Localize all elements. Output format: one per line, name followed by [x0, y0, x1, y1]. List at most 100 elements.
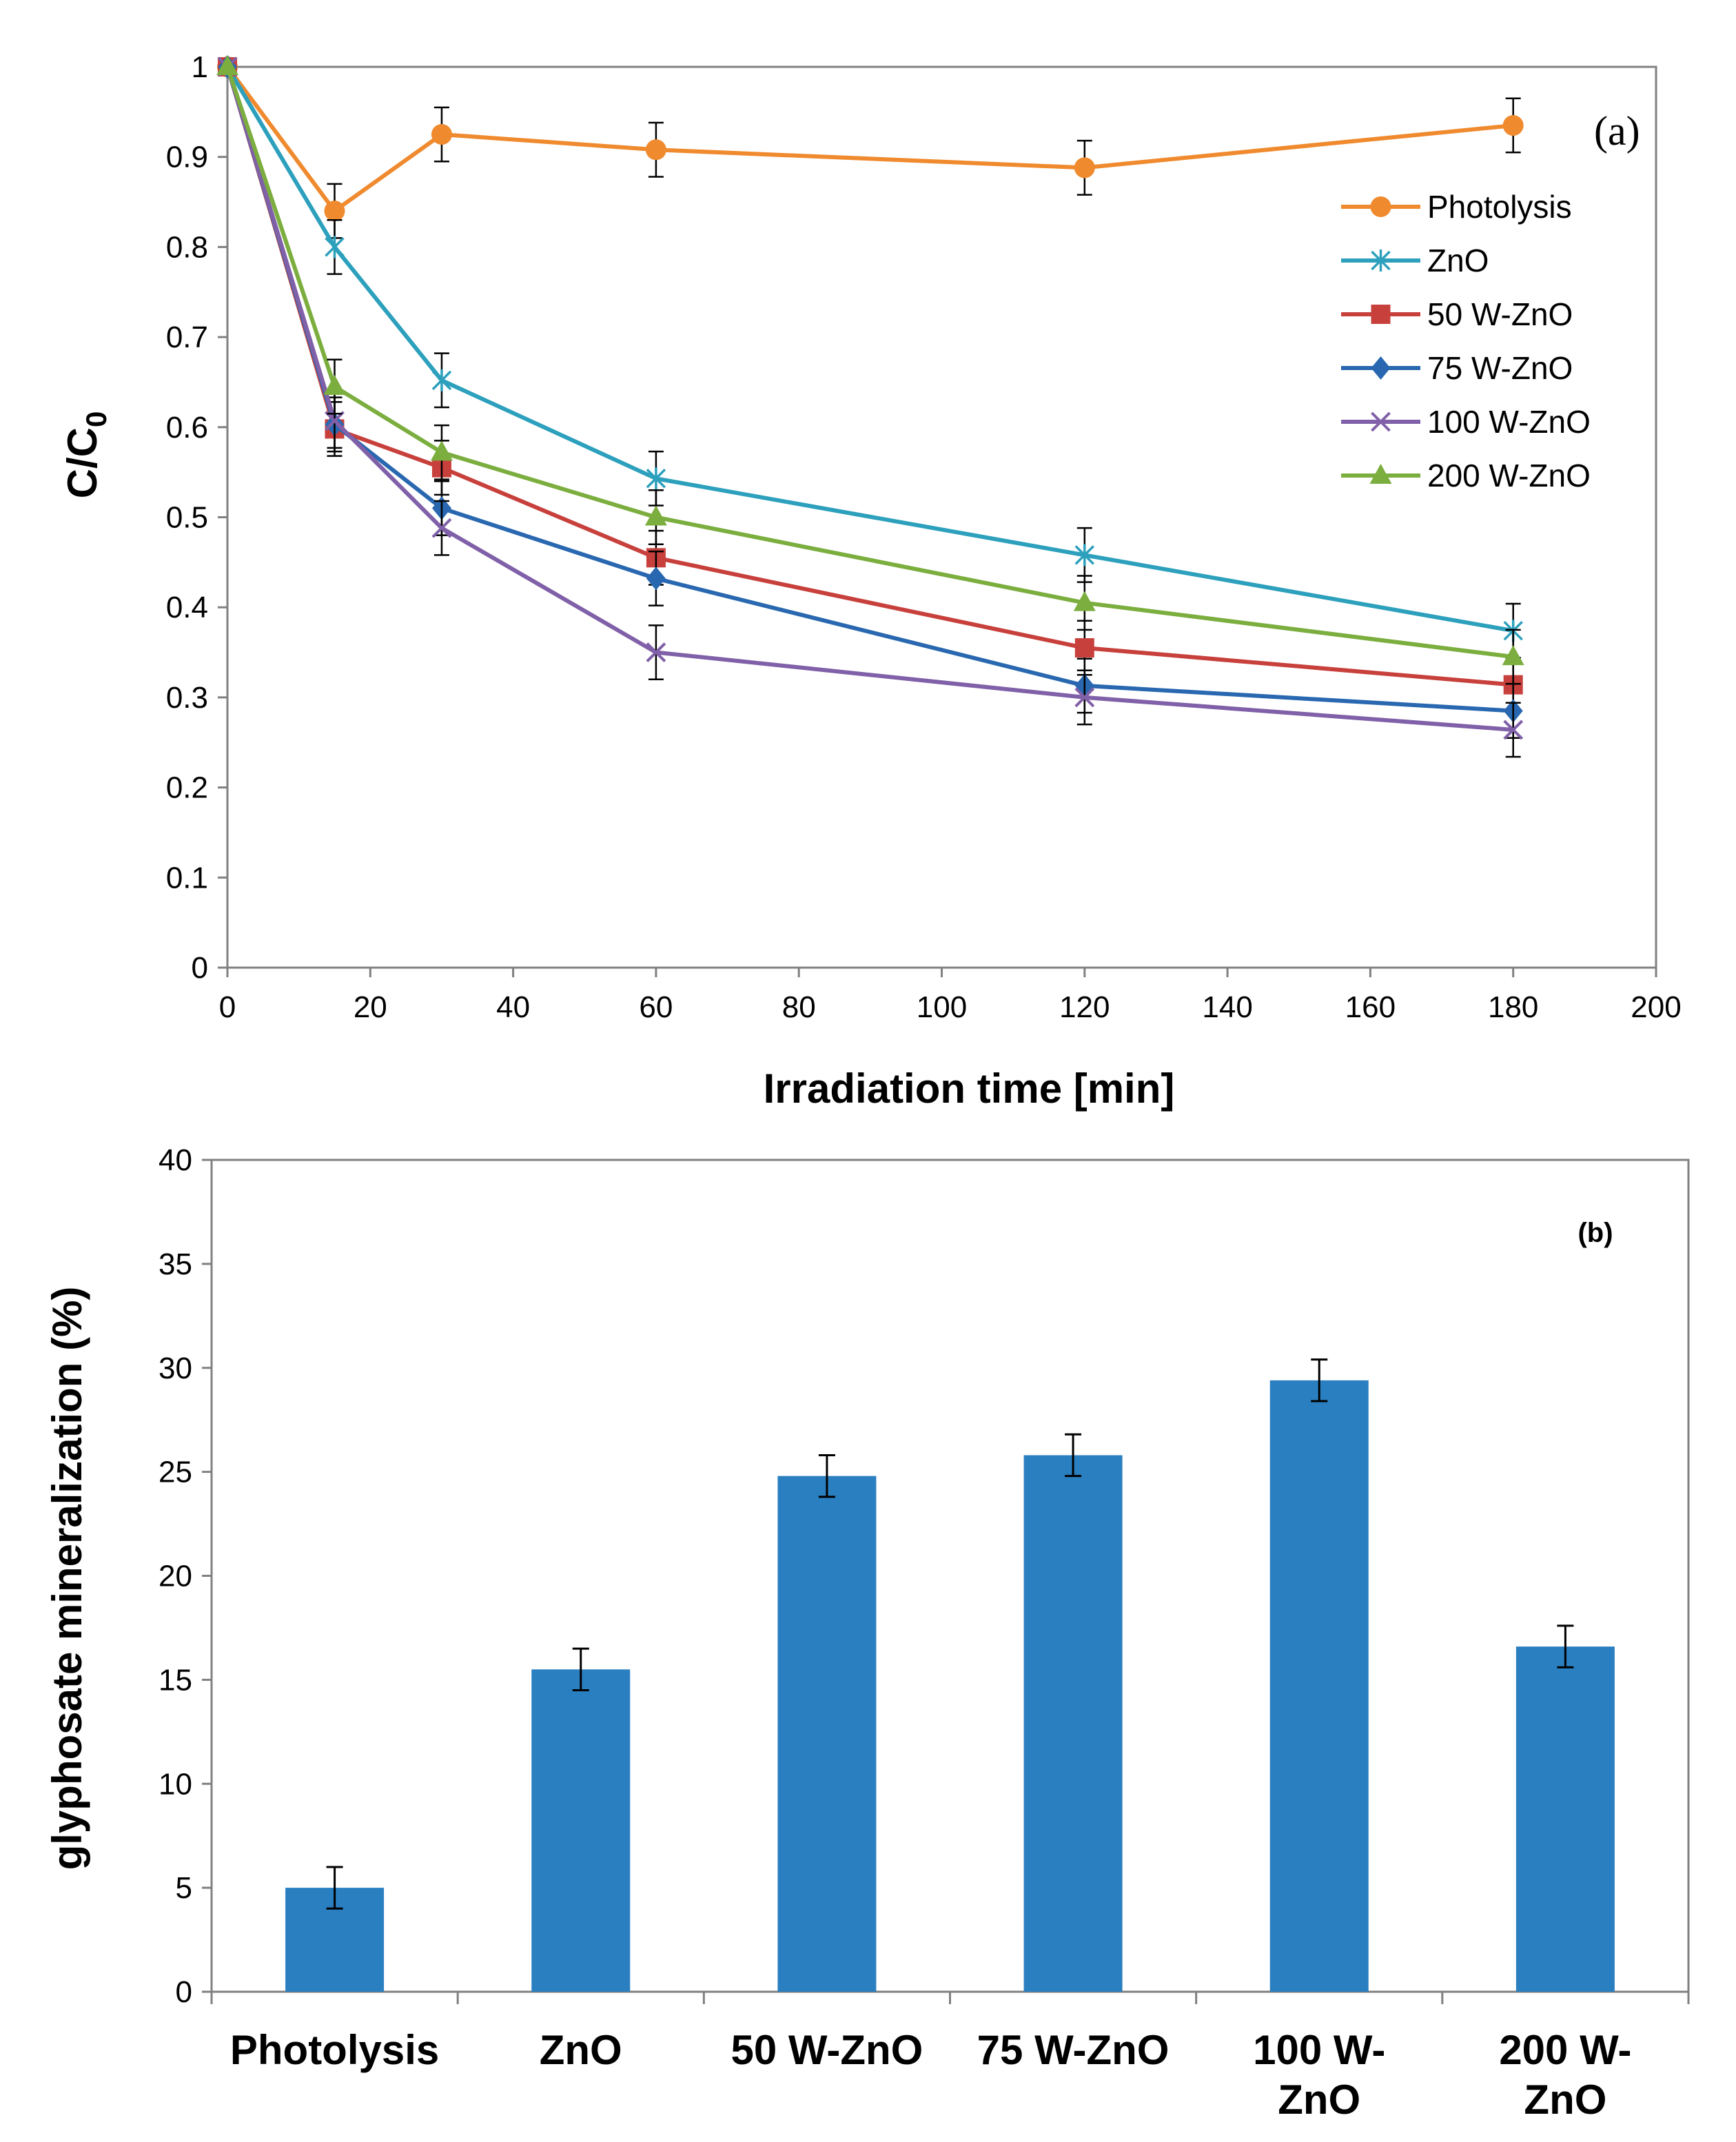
series-line	[225, 66, 1514, 660]
legend-marker	[1371, 305, 1391, 324]
bar	[531, 1669, 631, 1992]
y-axis-ticks-b: 0 5 10 15 20 25 30 35 40	[159, 1143, 212, 2009]
series-group-a	[216, 55, 1524, 758]
legend-marker	[1371, 249, 1391, 272]
x-category-line: 100 W-	[1253, 2027, 1385, 2073]
legend-label: 75 W-ZnO	[1427, 350, 1573, 386]
data-point	[1502, 645, 1524, 666]
data-point	[216, 55, 238, 75]
y-tick-label-a: 0.4	[166, 591, 208, 624]
y-tick-label-b: 30	[159, 1352, 192, 1385]
legend-item: Photolysis	[1341, 189, 1572, 225]
x-axis-ticks-a: 0 20 40 60 80 100 120 140 160 180 200	[219, 968, 1682, 1024]
x-tick-label-a: 60	[639, 990, 673, 1024]
data-point	[646, 567, 666, 591]
y-tick-label-b: 40	[159, 1143, 192, 1177]
x-category-label: 100 W-ZnO	[1253, 2027, 1385, 2123]
y-tick-label-a: 0.2	[166, 771, 208, 805]
x-category-label: Photolysis	[230, 2027, 439, 2073]
x-tick-label-a: 80	[782, 990, 816, 1024]
legend-item: ZnO	[1341, 243, 1489, 278]
y-tick-label-b: 35	[159, 1247, 192, 1281]
legend-item: 100 W-ZnO	[1341, 404, 1591, 440]
legend-marker	[1370, 196, 1391, 217]
series-200-w-zno	[216, 55, 1524, 685]
series-photolysis	[217, 57, 1524, 239]
y-tick-label-b: 10	[159, 1767, 192, 1801]
data-point	[1503, 720, 1524, 740]
x-category-line: 75 W-ZnO	[977, 2027, 1170, 2073]
marker-stroke	[325, 411, 345, 431]
legend-item: 50 W-ZnO	[1341, 296, 1573, 332]
bars-b	[285, 1358, 1615, 1992]
marker-stroke	[1503, 720, 1524, 740]
x-tick-label-a: 140	[1202, 990, 1252, 1024]
series-line	[225, 66, 1513, 732]
legend-marker	[1369, 464, 1392, 484]
data-point	[431, 369, 452, 391]
plot-area-b	[210, 1159, 1690, 1993]
y-axis-title-b: glyphosate mineralization (%)	[44, 1287, 90, 1870]
y-tick-label-a: 0.3	[166, 681, 208, 715]
legend-a: Photolysis ZnO 50 W-ZnO 75 W-ZnO 100 W-ZnO 20…	[1341, 189, 1591, 493]
marker-stroke	[431, 518, 452, 538]
x-tick-label-a: 20	[354, 990, 387, 1024]
data-point	[430, 440, 453, 461]
data-point	[431, 518, 452, 538]
line-chart-a: 0 0.1 0.2 0.3 0.4 0.5 0.6 0.7 0.8 0.9 1 0 20 40 60 80 1…	[59, 50, 1682, 1112]
legend-label: ZnO	[1427, 243, 1489, 278]
bar	[1269, 1380, 1369, 1992]
data-point	[645, 139, 666, 161]
data-point	[1074, 638, 1094, 658]
marker-stroke	[1074, 687, 1095, 708]
y-tick-label-a: 0.8	[166, 230, 208, 264]
x-tick-label-a: 100	[917, 990, 967, 1024]
legend-marker	[1371, 411, 1391, 432]
x-category-line: 200 W-	[1499, 2027, 1631, 2073]
y-tick-label-a: 0.1	[166, 861, 208, 895]
legend-marker	[1371, 356, 1391, 380]
legend-item: 75 W-ZnO	[1341, 350, 1573, 386]
legend-item: 200 W-ZnO	[1341, 458, 1591, 493]
y-tick-label-a: 1	[192, 50, 208, 84]
x-tick-label-a: 0	[219, 990, 236, 1024]
y-tick-label-b: 5	[176, 1871, 192, 1905]
marker-stroke	[1371, 411, 1391, 432]
y-tick-label-a: 0.6	[166, 411, 208, 445]
x-category-label: 200 W-ZnO	[1499, 2027, 1631, 2123]
x-category-line: Photolysis	[230, 2027, 439, 2073]
bar	[1023, 1455, 1123, 1992]
x-category-label: ZnO	[540, 2027, 622, 2073]
series-line	[225, 66, 1513, 713]
y-tick-label-a: 0.5	[166, 501, 208, 535]
marker-stroke	[646, 642, 666, 662]
y-tick-label-b: 15	[159, 1663, 192, 1697]
data-point	[644, 505, 667, 526]
x-category-line: ZnO	[1524, 2077, 1606, 2123]
bar-chart-b: 0 5 10 15 20 25 30 35 40 Photolysis ZnO 50 W-ZnO 75…	[44, 1143, 1690, 2123]
y-tick-label-a: 0.7	[166, 320, 208, 354]
y-tick-label-b: 25	[159, 1456, 192, 1489]
y-axis-title-a-sub: 0	[80, 411, 112, 427]
data-point	[431, 124, 452, 145]
series-line	[225, 65, 1514, 633]
x-tick-label-a: 40	[496, 990, 530, 1024]
x-category-label: 50 W-ZnO	[731, 2027, 923, 2073]
data-point	[325, 411, 345, 431]
x-category-line: ZnO	[540, 2027, 622, 2073]
data-point	[1074, 157, 1095, 178]
y-tick-label-b: 0	[176, 1975, 192, 2009]
panel-label-a: (a)	[1594, 108, 1640, 154]
data-point	[646, 642, 666, 662]
y-tick-label-b: 20	[159, 1560, 192, 1593]
x-tick-label-a: 160	[1345, 990, 1396, 1024]
x-axis-categories-b: Photolysis ZnO 50 W-ZnO 75 W-ZnO 100 W-ZnO20…	[210, 1992, 1690, 2123]
data-point	[1074, 687, 1095, 708]
x-tick-label-a: 200	[1631, 990, 1681, 1024]
x-tick-label-a: 180	[1488, 990, 1538, 1024]
data-point	[646, 467, 666, 490]
legend-label: 50 W-ZnO	[1427, 296, 1573, 332]
y-axis-title-a: C/C0	[59, 411, 112, 499]
x-category-label: 75 W-ZnO	[977, 2027, 1170, 2073]
